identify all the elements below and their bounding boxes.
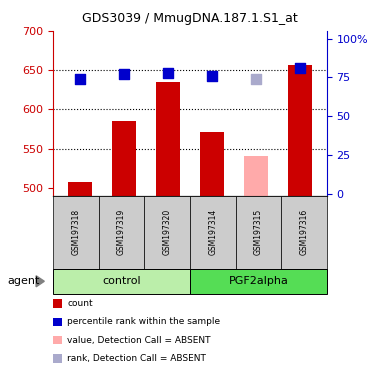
Text: GSM197315: GSM197315 [254, 209, 263, 255]
Polygon shape [36, 276, 44, 287]
Bar [156, 82, 180, 196]
Text: GSM197319: GSM197319 [117, 209, 126, 255]
Bar [244, 156, 268, 196]
Point [165, 70, 171, 76]
Text: GSM197320: GSM197320 [163, 209, 172, 255]
Text: GDS3039 / MmugDNA.187.1.S1_at: GDS3039 / MmugDNA.187.1.S1_at [82, 12, 298, 25]
Text: PGF2alpha: PGF2alpha [228, 276, 288, 286]
Bar [68, 182, 92, 196]
Text: value, Detection Call = ABSENT: value, Detection Call = ABSENT [67, 336, 211, 345]
Text: agent: agent [8, 276, 40, 286]
Bar [200, 132, 224, 196]
Bar [288, 65, 312, 196]
Point [297, 65, 303, 71]
Text: GSM197316: GSM197316 [299, 209, 309, 255]
Text: percentile rank within the sample: percentile rank within the sample [67, 317, 220, 326]
Text: GSM197314: GSM197314 [208, 209, 217, 255]
Point [77, 76, 83, 82]
Point [121, 71, 127, 78]
Text: GSM197318: GSM197318 [71, 209, 81, 255]
Text: control: control [102, 276, 141, 286]
Point [253, 76, 259, 82]
Bar [112, 121, 136, 196]
Point [209, 73, 215, 79]
Text: count: count [67, 299, 93, 308]
Text: rank, Detection Call = ABSENT: rank, Detection Call = ABSENT [67, 354, 206, 363]
